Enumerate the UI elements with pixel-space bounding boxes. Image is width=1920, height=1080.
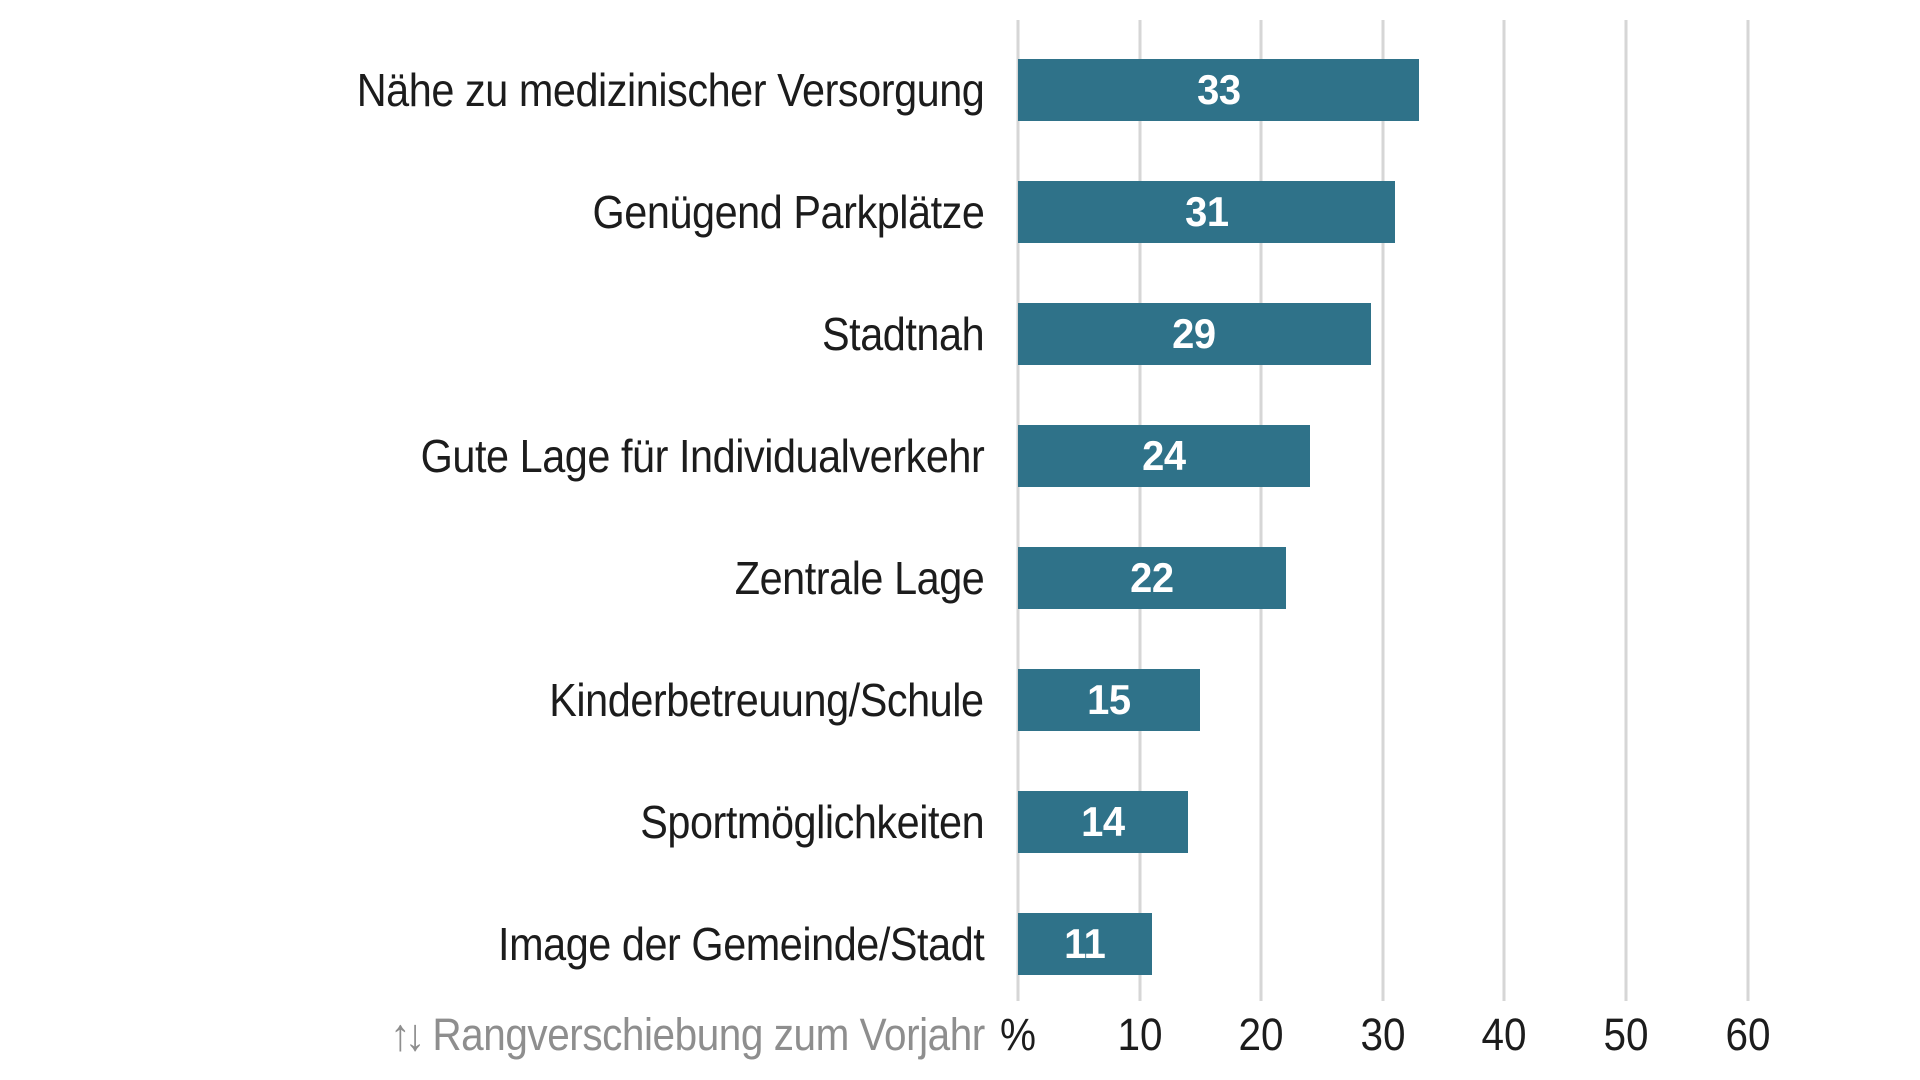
bar-row: Genügend Parkplätze 31 xyxy=(0,151,1920,273)
bar-track: 31 xyxy=(1018,181,1920,243)
bar-row: Nähe zu medizinischer Versorgung 33 xyxy=(0,29,1920,151)
bar: 11 xyxy=(1018,913,1152,975)
bar-row: Stadtnah 29 xyxy=(0,273,1920,395)
bar-value-label: 22 xyxy=(1130,554,1174,601)
gridline-20 xyxy=(1259,20,1263,1001)
gridline-0 xyxy=(1016,20,1020,1001)
x-tick-label-30: 30 xyxy=(1360,1009,1406,1060)
bar-value-label: 33 xyxy=(1196,66,1241,113)
x-axis: ↑↓ Rangverschiebung zum Vorjahr % 10 20 30 4… xyxy=(0,1002,1920,1068)
category-label: Image der Gemeinde/Stadt xyxy=(497,918,985,970)
gridline-30 xyxy=(1381,20,1385,1001)
x-tick-label-20: 20 xyxy=(1238,1009,1284,1060)
bar-track: 22 xyxy=(1018,547,1920,609)
bar-track: 33 xyxy=(1018,59,1920,121)
axis-percent-label: % xyxy=(999,1009,1037,1060)
x-tick-label-10: 10 xyxy=(1117,1009,1163,1060)
bar-track: 14 xyxy=(1018,791,1920,853)
category-label: Gute Lage für Individualverkehr xyxy=(420,430,984,482)
footnote: ↑↓ Rangverschiebung zum Vorjahr xyxy=(324,1009,985,1061)
bar: 33 xyxy=(1018,59,1420,121)
bar-row: Image der Gemeinde/Stadt 11 xyxy=(0,883,1920,1005)
bar-row: Gute Lage für Individualverkehr 24 xyxy=(0,395,1920,517)
category-label: Kinderbetreuung/Schule xyxy=(549,674,985,726)
x-tick-label-60: 60 xyxy=(1725,1009,1771,1060)
gridline-40 xyxy=(1502,20,1506,1001)
bar-rows: Nähe zu medizinischer Versorgung 33 Genüge… xyxy=(0,29,1920,1005)
bar-row: Kinderbetreuung/Schule 15 xyxy=(0,639,1920,761)
bar-value-label: 29 xyxy=(1172,310,1217,357)
bar-row: Sportmöglichkeiten 14 xyxy=(0,761,1920,883)
x-tick-label-40: 40 xyxy=(1481,1009,1527,1060)
category-label: Sportmöglichkeiten xyxy=(640,796,984,848)
bar-value-label: 31 xyxy=(1184,188,1229,235)
gridlines-layer xyxy=(1016,20,1798,1001)
rank-change-arrows-icon: ↑↓ xyxy=(390,1009,425,1060)
bar-track: 29 xyxy=(1018,303,1920,365)
bar: 15 xyxy=(1018,669,1201,731)
bar-track: 24 xyxy=(1018,425,1920,487)
x-tick-label-50: 50 xyxy=(1603,1009,1649,1060)
category-label: Genügend Parkplätze xyxy=(592,186,984,238)
bar: 14 xyxy=(1018,791,1189,853)
footnote-text: Rangverschiebung zum Vorjahr xyxy=(432,1009,986,1060)
bar: 24 xyxy=(1018,425,1310,487)
bar-value-label: 15 xyxy=(1087,676,1131,723)
bar: 29 xyxy=(1018,303,1371,365)
bar: 22 xyxy=(1018,547,1286,609)
bar-value-label: 24 xyxy=(1142,432,1186,479)
category-label: Stadtnah xyxy=(821,308,985,360)
bar-value-label: 14 xyxy=(1081,798,1125,845)
category-label: Nähe zu medizinischer Versorgung xyxy=(356,64,984,116)
bar: 31 xyxy=(1018,181,1395,243)
gridline-60 xyxy=(1746,20,1750,1001)
bar-track: 15 xyxy=(1018,669,1920,731)
bar-track: 11 xyxy=(1018,913,1920,975)
gridline-50 xyxy=(1624,20,1628,1001)
category-label: Zentrale Lage xyxy=(734,552,984,604)
bar-row: Zentrale Lage 22 xyxy=(0,517,1920,639)
bar-value-label: 11 xyxy=(1064,920,1106,967)
gridline-10 xyxy=(1138,20,1142,1001)
